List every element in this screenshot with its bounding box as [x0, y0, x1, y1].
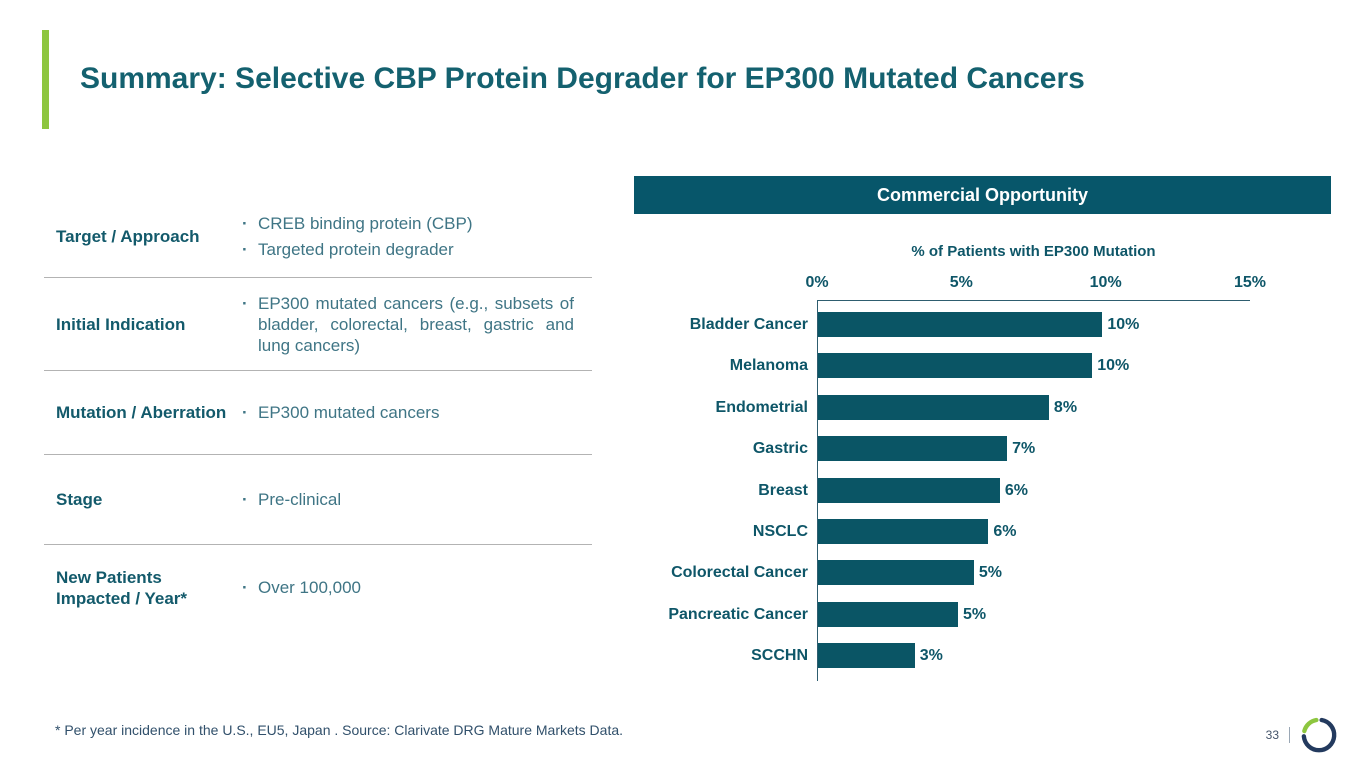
x-axis-tick-label: 10% — [1089, 274, 1122, 291]
table-row-bullets: CREB binding protein (CBP) Targeted prote… — [242, 208, 592, 265]
table-row-bullets: Pre-clinical — [242, 484, 592, 515]
bullet-item: EP300 mutated cancers (e.g., subsets of … — [242, 293, 574, 356]
bar — [818, 601, 958, 627]
bullet-item: Pre-clinical — [242, 489, 574, 510]
table-row: Target / Approach CREB binding protein (C… — [44, 196, 592, 278]
chart-panel-header: Commercial Opportunity — [634, 176, 1331, 214]
page-footer: 33 — [1266, 716, 1338, 754]
bar-value-label: 8% — [1053, 398, 1078, 416]
x-axis-line — [817, 300, 1250, 301]
bar-category-label: Breast — [758, 481, 808, 499]
bar-value-label: 5% — [978, 564, 1002, 582]
bar-value-label: 6% — [1004, 481, 1028, 499]
bar-value-label: 7% — [1012, 440, 1036, 458]
table-row-label: New Patients Impacted / Year* — [56, 567, 188, 608]
table-row-label: Target / Approach — [56, 227, 200, 246]
bar-category-label: SCCHN — [751, 647, 808, 665]
bar — [818, 519, 989, 544]
bar — [818, 353, 1093, 379]
page-number: 33 — [1265, 728, 1279, 742]
bar-category-label: Colorectal Cancer — [671, 564, 808, 582]
x-axis-tick-label: 15% — [1233, 274, 1267, 291]
x-axis-tick-label: 5% — [949, 274, 973, 291]
company-logo-icon — [1300, 716, 1338, 754]
x-axis-tick-label: 0% — [805, 274, 829, 291]
chart-title: % of Patients with EP300 Mutation — [911, 243, 1156, 260]
page-title: Summary: Selective CBP Protein Degrader … — [80, 62, 1085, 95]
bar-value-label: 10% — [1107, 316, 1140, 333]
table-row-label: Initial Indication — [56, 314, 186, 334]
bar-category-label: Bladder Cancer — [689, 316, 808, 333]
table-row-bullets: Over 100,000 — [242, 572, 592, 603]
table-row-label: Stage — [56, 490, 103, 509]
bar-value-label: 6% — [993, 523, 1017, 540]
bullet-item: EP300 mutated cancers — [242, 402, 574, 423]
bullet-item: Over 100,000 — [242, 577, 574, 598]
bar — [818, 312, 1103, 337]
footer-divider — [1289, 727, 1290, 743]
bar-value-label: 10% — [1097, 357, 1130, 375]
bar-value-label: 5% — [963, 605, 987, 623]
y-axis-line — [817, 300, 818, 681]
bar — [818, 477, 1000, 503]
table-row: Initial Indication EP300 mutated cancers … — [44, 278, 592, 371]
bullet-item: Targeted protein degrader — [242, 239, 574, 260]
bar — [818, 560, 974, 586]
footnote: * Per year incidence in the U.S., EU5, J… — [55, 722, 624, 738]
title-accent-bar — [42, 30, 49, 129]
summary-table: Target / Approach CREB binding protein (C… — [44, 196, 592, 630]
table-row-bullets: EP300 mutated cancers (e.g., subsets of … — [242, 288, 592, 361]
bar — [818, 436, 1008, 462]
bar-category-label: Endometrial — [715, 398, 808, 416]
table-row-label: Mutation / Aberration — [56, 403, 227, 422]
bar-value-label: 3% — [919, 647, 943, 665]
table-row-bullets: EP300 mutated cancers — [242, 397, 592, 428]
table-row: Mutation / Aberration EP300 mutated cance… — [44, 371, 592, 455]
chart-panel-header-label: Commercial Opportunity — [876, 184, 1089, 205]
table-row: New Patients Impacted / Year* Over 100,00… — [44, 545, 592, 630]
bar-chart: 0% 5% 10% 15% Bladder Cancer 10% Melanoma 10% En… — [620, 274, 1331, 690]
bullet-item: CREB binding protein (CBP) — [242, 213, 574, 234]
bar-category-label: Pancreatic Cancer — [668, 605, 808, 623]
bar-category-label: Melanoma — [729, 357, 808, 375]
table-row: Stage Pre-clinical — [44, 455, 592, 545]
bar-category-label: NSCLC — [752, 523, 808, 540]
bar-category-label: Gastric — [752, 440, 808, 458]
bar — [818, 643, 915, 669]
bar — [818, 394, 1049, 420]
